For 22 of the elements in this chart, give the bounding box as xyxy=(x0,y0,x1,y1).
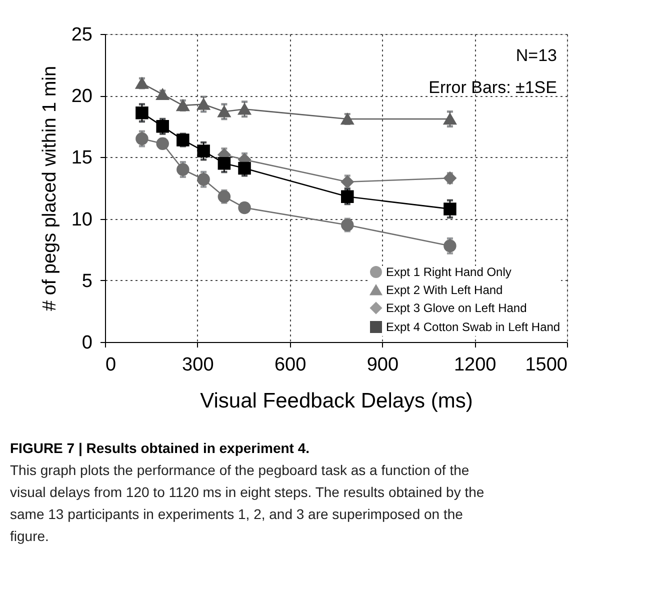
y-tick-label: 25 xyxy=(71,24,92,46)
y-tick-label: 10 xyxy=(71,209,92,230)
legend-label: Expt 1 Right Hand Only xyxy=(386,265,512,279)
y-tick-label: 5 xyxy=(82,270,92,292)
x-tick-label: 1500 xyxy=(525,354,568,376)
x-tick-label: 1200 xyxy=(454,354,496,376)
legend-label: Expt 3 Glove on Left Hand xyxy=(386,301,527,315)
x-axis-title: Visual Feedback Delays (ms) xyxy=(200,390,473,412)
x-tick-label: 900 xyxy=(366,354,399,376)
y-tick-label: 20 xyxy=(71,86,92,108)
caption: FIGURE 7 | Results obtained in experiment 4. xyxy=(10,440,310,457)
annotation: N=13 xyxy=(516,46,557,65)
x-tick-label: 300 xyxy=(182,354,214,376)
x-tick-label: 600 xyxy=(274,354,306,376)
x-tick-label: 0 xyxy=(106,354,116,376)
text: This graph plots the performance of the pegboard task as a function of the visual delays from 120 to 1120 ms in eight steps. The results obtained by the same 13 participants in experiments 1, 2, and 3 are superimposed on the figure. xyxy=(10,462,484,544)
y-axis-title: # of pegs placed within 1 min xyxy=(39,66,60,312)
legend-label: Expt 4 Cotton Swab in Left Hand xyxy=(386,320,560,334)
y-tick-label: 15 xyxy=(71,148,92,169)
legend-label: Expt 2 With Left Hand xyxy=(386,283,503,297)
annotation: Error Bars: ±1SE xyxy=(428,78,557,97)
y-tick-label: 0 xyxy=(82,332,92,354)
